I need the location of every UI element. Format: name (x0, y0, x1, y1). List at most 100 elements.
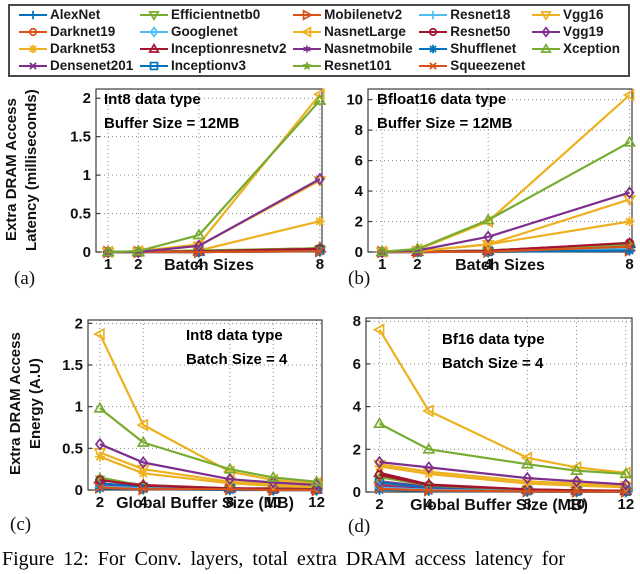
svg-text:8: 8 (523, 496, 531, 513)
chart-d-annotation: Bf16 data type Batch Size = 4 (442, 331, 545, 372)
svg-text:2: 2 (413, 256, 421, 273)
series-Vgg19 (374, 455, 631, 491)
legend-item-label: Mobilenetv2 (324, 7, 403, 23)
svg-text:2: 2 (353, 441, 361, 458)
legend-item-label: Vgg16 (562, 7, 604, 23)
legend-marker-icon (293, 60, 322, 70)
legend-item-label: Squeezenet (450, 57, 526, 73)
figure-caption: Figure 12: For Conv. layers, total extra… (2, 548, 566, 570)
svg-text:1: 1 (75, 399, 83, 416)
series-Xception (373, 417, 633, 479)
chart-d-sublabel: (d) (348, 516, 371, 537)
legend-item: Mobilenetv2 (292, 7, 413, 23)
legend-marker-icon (419, 61, 448, 70)
svg-text:8: 8 (316, 256, 324, 273)
legend-item: NasnetLarge (292, 24, 413, 40)
chart-b: 1 2 4 8 0 2 4 6 8 10 (330, 84, 638, 278)
svg-text:4: 4 (353, 399, 362, 416)
svg-text:4: 4 (425, 496, 434, 513)
svg-text:0: 0 (83, 244, 91, 261)
legend-item-label: Darknet19 (50, 24, 116, 40)
chart-a-x-axis-label: Batch Sizes (164, 257, 254, 274)
svg-text:4: 4 (355, 183, 364, 200)
legend-item: Inceptionresnetv2 (139, 40, 287, 57)
svg-text:4: 4 (484, 256, 493, 273)
legend-marker-icon (19, 11, 47, 20)
legend-item: Resnet18 (418, 7, 525, 23)
legend-item: Darknet19 (18, 24, 133, 40)
svg-text:8: 8 (355, 122, 363, 139)
chart-c-sublabel: (c) (10, 514, 32, 535)
legend-item-label: Xception (562, 40, 620, 56)
svg-text:1: 1 (83, 167, 91, 184)
legend-item: Darknet53 (18, 41, 133, 57)
svg-text:0: 0 (353, 484, 361, 501)
legend-marker-icon (19, 44, 47, 54)
legend-item-label: Darknet53 (50, 40, 116, 56)
legend-item: Vgg16 (531, 7, 620, 23)
legend-item: Squeezenet (418, 58, 525, 74)
chart-c-annotation: Int8 data type Batch Size = 4 (186, 327, 288, 368)
legend-marker-icon (531, 42, 560, 53)
legend-item-label: Shufflenet (450, 40, 517, 56)
chart-a-sublabel: (a) (14, 268, 36, 289)
series-Vgg19 (103, 172, 325, 259)
legend-item-label: Nasnetmobile (324, 40, 413, 56)
chart-a-annotation: Int8 data type Buffer Size = 12MB (104, 91, 240, 132)
legend-item-label: Inceptionresnetv2 (170, 40, 287, 56)
legend-item: Vgg19 (531, 24, 620, 40)
legend-item: Googlenet (139, 24, 287, 40)
svg-text:0: 0 (355, 244, 363, 261)
svg-text:2: 2 (355, 214, 363, 231)
svg-text:12: 12 (308, 494, 325, 511)
chart-legend: AlexNet Darknet19 Darknet53 Densenet201 Effi… (8, 4, 630, 77)
svg-text:1: 1 (104, 256, 112, 273)
svg-text:10: 10 (265, 494, 282, 511)
legend-marker-icon (139, 26, 168, 38)
legend-item-label: Densenet201 (50, 57, 134, 73)
svg-text:0.5: 0.5 (70, 206, 91, 223)
legend-marker-icon (19, 28, 47, 37)
legend-marker-icon (419, 28, 448, 37)
legend-marker-icon (531, 11, 560, 22)
svg-text:6: 6 (355, 153, 363, 170)
legend-item-label: Resnet18 (450, 7, 511, 23)
legend-marker-icon (19, 61, 47, 70)
chart-d: 2 4 8 10 12 0 2 4 6 8 (330, 310, 638, 522)
legend-marker-icon (531, 26, 560, 38)
legend-item: Densenet201 (18, 58, 133, 74)
legend-item: Nasnetmobile (292, 41, 413, 57)
svg-text:6: 6 (353, 356, 361, 373)
svg-text:8: 8 (625, 256, 633, 273)
svg-text:10: 10 (568, 496, 585, 513)
svg-text:1.5: 1.5 (62, 357, 83, 374)
svg-text:2: 2 (75, 315, 83, 332)
legend-item: Resnet101 (292, 58, 413, 74)
legend-item-label: AlexNet (50, 7, 101, 23)
legend-marker-icon (419, 11, 448, 20)
svg-text:1: 1 (378, 256, 386, 273)
chart-d-x-axis-label: Global Buffer Size (MB) (410, 497, 588, 514)
series-Xception (93, 401, 324, 487)
chart-a-y-axis-label: Extra DRAM Access Latency (milliseconds) (3, 89, 40, 251)
legend-item: AlexNet (18, 7, 133, 23)
legend-item-label: Vgg19 (562, 24, 604, 40)
legend-item-label: Googlenet (170, 24, 238, 40)
svg-text:12: 12 (617, 496, 634, 513)
legend-item-label: Efficientnetb0 (170, 7, 261, 23)
legend-item-label: Inceptionv3 (170, 57, 246, 73)
legend-item: Shufflenet (418, 41, 525, 57)
svg-text:2: 2 (96, 494, 104, 511)
legend-marker-icon (293, 9, 322, 22)
legend-item-label: Resnet50 (450, 24, 511, 40)
legend-item: Xception (531, 41, 620, 57)
legend-marker-icon (293, 44, 322, 54)
legend-item-label: Resnet101 (324, 57, 392, 73)
chart-b-annotation: Bfloat16 data type Buffer Size = 12MB (377, 91, 513, 132)
legend-item: Inceptionv3 (139, 58, 287, 74)
legend-item: Efficientnetb0 (139, 7, 287, 23)
chart-b-x-axis-label: Batch Sizes (455, 257, 545, 274)
svg-text:1.5: 1.5 (70, 129, 91, 146)
series-Xception (101, 93, 327, 257)
svg-text:0.5: 0.5 (62, 440, 83, 457)
